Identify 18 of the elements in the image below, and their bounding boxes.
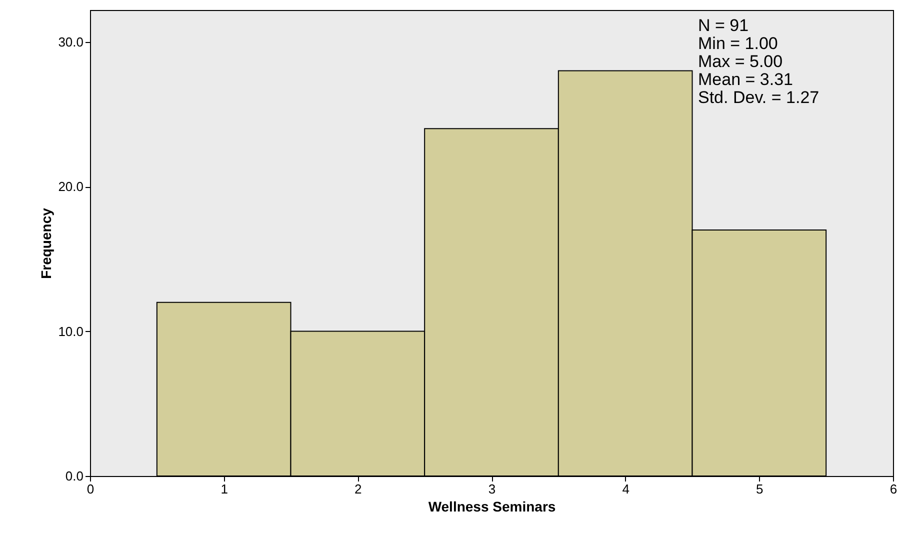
y-tick-label: 10.0 [58,324,84,339]
annotation: N = 91 [698,16,749,35]
x-tick-label: 3 [488,482,496,496]
x-tick-label: 1 [220,482,228,496]
y-tick-label: 0.0 [65,468,84,484]
x-axis-title: Wellness Seminars [428,498,556,514]
annotation: Max = 5.00 [698,52,783,71]
y-tick-label: 20.0 [58,179,84,194]
y-axis-title: Frequency [38,208,54,279]
x-tick-label: 5 [756,482,764,496]
annotation: Min = 1.00 [698,34,778,53]
annotation: Std. Dev. = 1.27 [698,88,820,107]
y-tick-label: 30.0 [58,34,84,50]
x-tick-label: 2 [354,482,362,496]
x-tick-label: 6 [890,482,898,496]
x-tick-label: 0 [86,482,94,496]
x-tick-label: 4 [622,482,630,496]
annotation: Mean = 3.31 [698,70,793,89]
